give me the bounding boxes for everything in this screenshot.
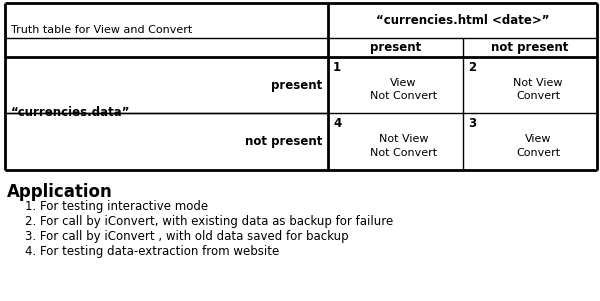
Text: not present: not present <box>491 41 569 54</box>
Text: Not Convert: Not Convert <box>370 147 437 157</box>
Text: View: View <box>525 135 551 144</box>
Text: 3: 3 <box>468 117 476 130</box>
Text: not present: not present <box>245 135 322 148</box>
Text: Application: Application <box>7 183 113 201</box>
Text: “currencies.data”: “currencies.data” <box>11 107 131 119</box>
Text: Not View: Not View <box>513 78 563 88</box>
Text: 1: 1 <box>333 61 341 74</box>
Text: Convert: Convert <box>516 147 560 157</box>
Text: 1. For testing interactive mode: 1. For testing interactive mode <box>25 200 208 213</box>
Text: 2. For call by iConvert, with existing data as backup for failure: 2. For call by iConvert, with existing d… <box>25 215 393 228</box>
Text: 4. For testing data-extraction from website: 4. For testing data-extraction from webs… <box>25 245 279 258</box>
Text: Truth table for View and Convert: Truth table for View and Convert <box>11 25 192 35</box>
Text: “currencies.html <date>”: “currencies.html <date>” <box>376 14 549 27</box>
Text: present: present <box>271 79 322 92</box>
Text: Convert: Convert <box>516 91 560 101</box>
Text: 3. For call by iConvert , with old data saved for backup: 3. For call by iConvert , with old data … <box>25 230 349 243</box>
Text: Not Convert: Not Convert <box>370 91 437 101</box>
Text: Not View: Not View <box>379 135 428 144</box>
Text: present: present <box>370 41 421 54</box>
Text: View: View <box>390 78 417 88</box>
Text: 4: 4 <box>333 117 341 130</box>
Text: 2: 2 <box>468 61 476 74</box>
